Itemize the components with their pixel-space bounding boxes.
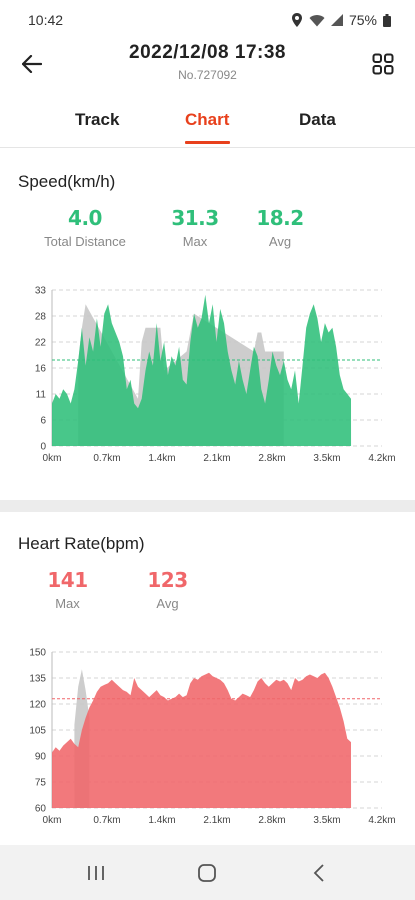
speed-chart: 33 28 22 16 11 6 0 0km 0.7km 1.4km 2.1km 2.8km 3.5km… — [0, 278, 415, 468]
grid-icon — [372, 53, 394, 75]
hr-y-tick-label: 75 — [35, 778, 47, 789]
system-nav-bar — [0, 845, 415, 900]
speed-foreground-area — [52, 294, 352, 446]
hr-y-tick-label: 135 — [29, 674, 46, 685]
speed-stat-max: 31.3 Max — [165, 206, 225, 249]
speed-max-label: Max — [182, 234, 208, 249]
speed-x-tick-label: 3.5km — [313, 453, 340, 464]
status-icons: 75% — [291, 12, 391, 28]
signal-icon — [330, 14, 343, 26]
hr-y-tick-label: 150 — [29, 648, 46, 659]
hr-y-tick-label: 120 — [29, 700, 46, 711]
hr-x-tick-label: 0.7km — [93, 815, 120, 826]
speed-y-tick-label: 6 — [40, 416, 46, 427]
hr-stat-avg: 123 Avg — [140, 568, 195, 611]
speed-max-value: 31.3 — [171, 206, 219, 230]
grid-menu-button[interactable] — [369, 50, 397, 78]
page-title: 2022/12/08 17:38 — [129, 42, 286, 63]
speed-distance-value: 4.0 — [68, 206, 102, 230]
arrow-left-icon — [22, 55, 42, 73]
speed-x-tick-label: 0km — [43, 453, 62, 464]
hr-x-tick-label: 1.4km — [148, 815, 175, 826]
recent-apps-button[interactable] — [71, 853, 121, 893]
hr-avg-label: Avg — [156, 596, 179, 611]
speed-y-tick-label: 33 — [35, 286, 47, 297]
hr-y-tick-label: 60 — [35, 804, 47, 815]
chevron-left-icon — [313, 863, 324, 882]
speed-y-tick-label: 11 — [36, 390, 47, 401]
record-number: No.727092 — [178, 68, 237, 82]
hr-x-tick-label: 0km — [43, 815, 62, 826]
system-back-button[interactable] — [294, 853, 344, 893]
home-button[interactable] — [182, 853, 232, 893]
hr-x-tick-label: 2.1km — [203, 815, 230, 826]
wifi-icon — [309, 14, 325, 27]
home-icon — [198, 863, 217, 882]
speed-section: Speed(km/h) 4.0 Total Distance 31.3 Max … — [0, 150, 415, 500]
location-icon — [291, 13, 303, 27]
speed-x-tick-label: 4.2km — [368, 453, 395, 464]
status-time: 10:42 — [28, 12, 64, 28]
hr-y-tick-label: 90 — [35, 752, 47, 763]
speed-x-tick-label: 1.4km — [148, 453, 175, 464]
back-button[interactable] — [18, 50, 46, 78]
hr-avg-value: 123 — [147, 568, 188, 592]
speed-y-tick-label: 16 — [35, 364, 47, 375]
hr-x-tick-label: 2.8km — [258, 815, 285, 826]
speed-title: Speed(km/h) — [18, 172, 116, 191]
heart-rate-section: Heart Rate(bpm) 141 Max 123 Avg 150 135 12… — [0, 512, 415, 842]
speed-x-tick-label: 2.1km — [203, 453, 230, 464]
speed-distance-label: Total Distance — [44, 234, 126, 249]
speed-y-tick-label: 28 — [35, 312, 47, 323]
speed-avg-value: 18.2 — [256, 206, 304, 230]
hr-stat-max: 141 Max — [40, 568, 95, 611]
status-bar: 10:42 75% — [0, 0, 415, 40]
speed-y-tick-label: 0 — [40, 442, 46, 453]
speed-x-tick-label: 2.8km — [258, 453, 285, 464]
hr-x-tick-label: 3.5km — [313, 815, 340, 826]
speed-avg-label: Avg — [268, 234, 292, 249]
hr-foreground-area — [52, 672, 352, 808]
heart-rate-chart: 150 135 120 105 90 75 60 0km 0.7km 1.4km 2.1km 2.8k… — [0, 640, 415, 830]
active-tab-indicator — [185, 141, 230, 144]
battery-icon — [383, 13, 391, 27]
header: 2022/12/08 17:38 No.727092 — [0, 40, 415, 90]
recent-apps-icon — [87, 865, 104, 880]
hr-x-tick-label: 4.2km — [368, 815, 395, 826]
hr-max-value: 141 — [47, 568, 88, 592]
hr-max-label: Max — [55, 596, 80, 611]
heart-rate-title: Heart Rate(bpm) — [18, 534, 145, 553]
tab-bar: Track Chart Data — [0, 100, 415, 148]
tab-data[interactable]: Data — [299, 110, 336, 129]
hr-y-tick-label: 105 — [29, 726, 46, 737]
speed-stat-distance: 4.0 Total Distance — [40, 206, 130, 249]
speed-stat-avg: 18.2 Avg — [250, 206, 310, 249]
speed-y-tick-label: 22 — [35, 338, 47, 349]
section-divider — [0, 500, 415, 512]
speed-x-tick-label: 0.7km — [93, 453, 120, 464]
tab-track[interactable]: Track — [75, 110, 120, 129]
tab-chart[interactable]: Chart — [185, 110, 230, 129]
battery-level: 75% — [348, 12, 377, 28]
